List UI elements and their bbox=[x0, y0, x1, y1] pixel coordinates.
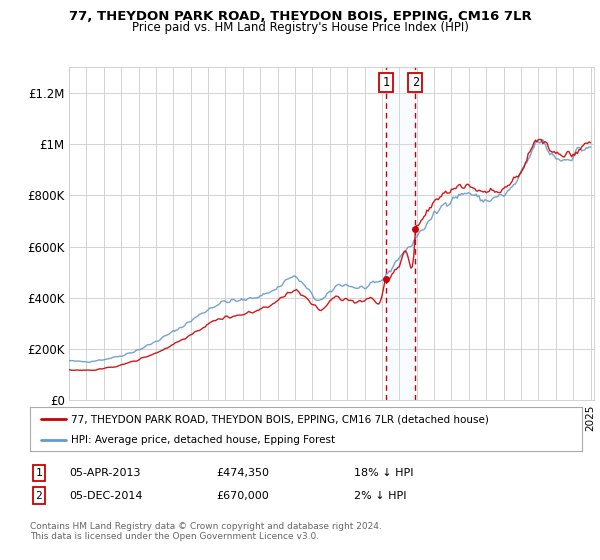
Text: 18% ↓ HPI: 18% ↓ HPI bbox=[354, 468, 413, 478]
Text: Price paid vs. HM Land Registry's House Price Index (HPI): Price paid vs. HM Land Registry's House … bbox=[131, 21, 469, 34]
Text: Contains HM Land Registry data © Crown copyright and database right 2024.
This d: Contains HM Land Registry data © Crown c… bbox=[30, 522, 382, 542]
Text: 1: 1 bbox=[383, 76, 390, 89]
Text: 2% ↓ HPI: 2% ↓ HPI bbox=[354, 491, 407, 501]
Text: £670,000: £670,000 bbox=[216, 491, 269, 501]
Text: 05-DEC-2014: 05-DEC-2014 bbox=[69, 491, 143, 501]
Text: 77, THEYDON PARK ROAD, THEYDON BOIS, EPPING, CM16 7LR: 77, THEYDON PARK ROAD, THEYDON BOIS, EPP… bbox=[68, 10, 532, 23]
Text: 2: 2 bbox=[412, 76, 419, 89]
Text: HPI: Average price, detached house, Epping Forest: HPI: Average price, detached house, Eppi… bbox=[71, 435, 335, 445]
Text: 77, THEYDON PARK ROAD, THEYDON BOIS, EPPING, CM16 7LR (detached house): 77, THEYDON PARK ROAD, THEYDON BOIS, EPP… bbox=[71, 414, 489, 424]
Text: £474,350: £474,350 bbox=[216, 468, 269, 478]
Bar bbox=[386, 67, 415, 400]
Text: 05-APR-2013: 05-APR-2013 bbox=[69, 468, 140, 478]
Text: 1: 1 bbox=[35, 468, 43, 478]
Text: 2: 2 bbox=[35, 491, 43, 501]
